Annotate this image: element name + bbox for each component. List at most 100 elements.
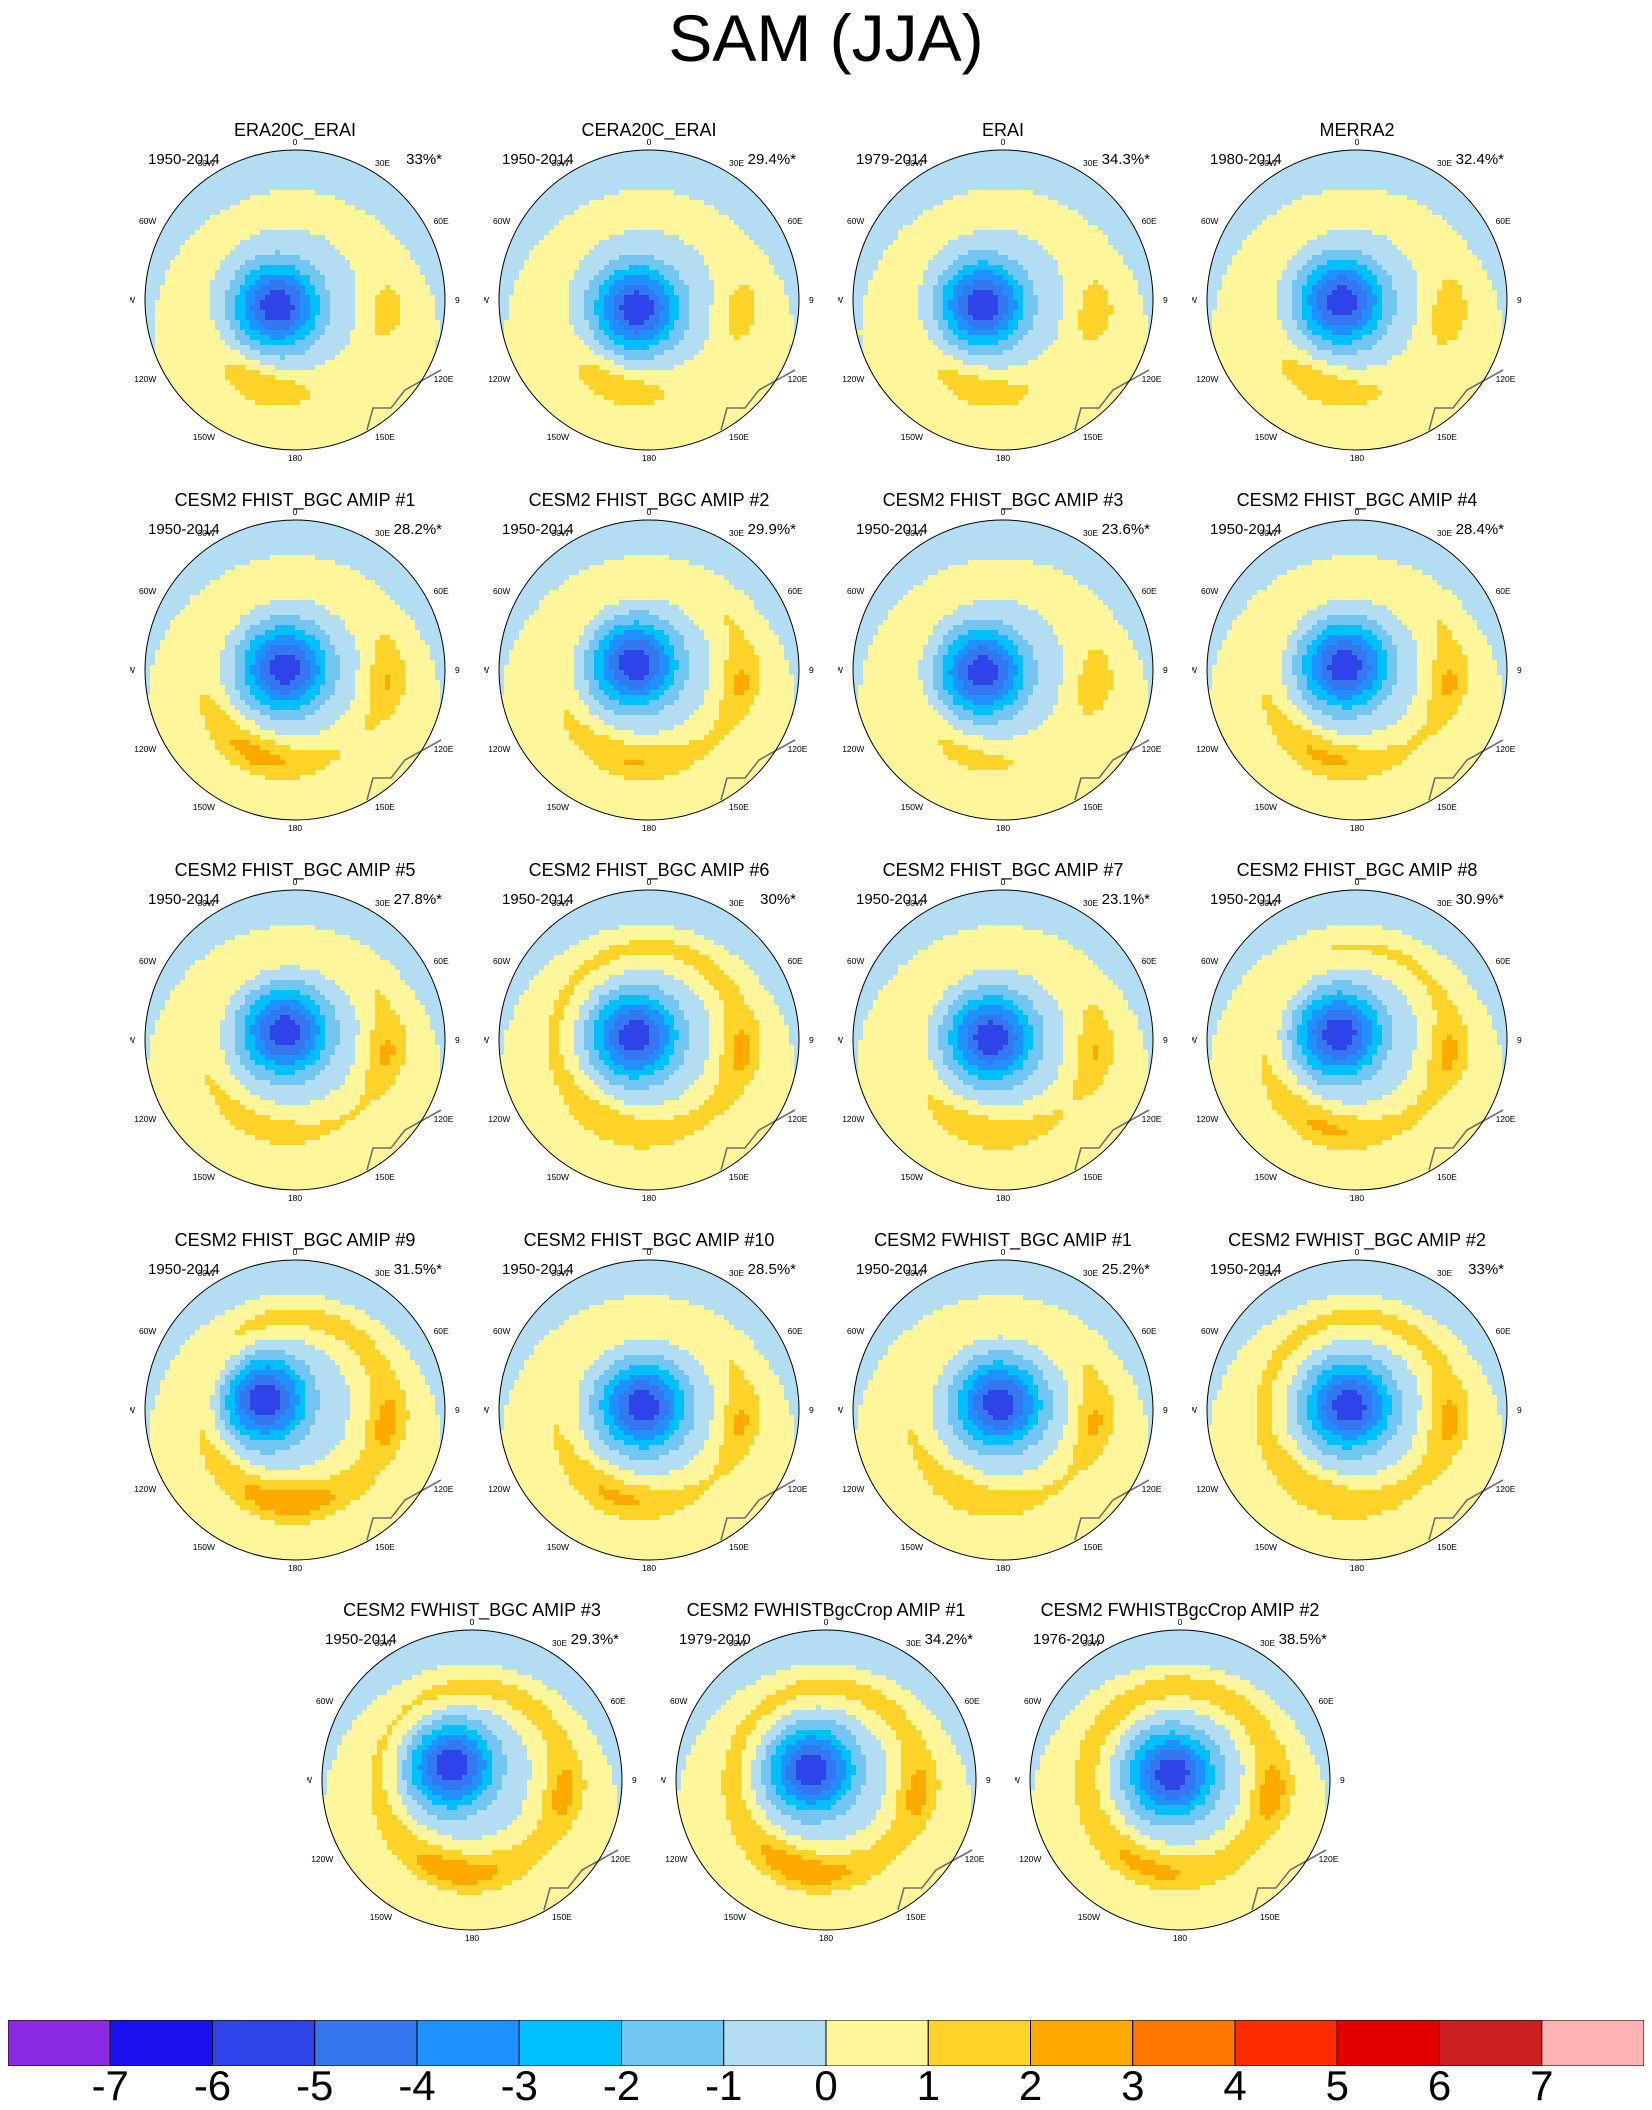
panel-title: CESM2 FHIST_BGC AMIP #8 [1192, 860, 1522, 880]
map-panel: 030E60E90E120E150E180150W120W90W60W30WCE… [484, 860, 814, 1210]
colorbar-tick-label: 3 [1093, 2070, 1173, 2102]
longitude-label: 180 [1350, 1193, 1364, 1203]
sam-pattern [1030, 1630, 1331, 1931]
longitude-label: 180 [288, 453, 302, 463]
polar-map: 030E60E90E120E150E180150W120W90W60W30W [838, 490, 1168, 840]
longitude-label: 150E [729, 1172, 749, 1182]
longitude-label: 120E [788, 744, 808, 754]
longitude-label: 120E [965, 1854, 985, 1864]
longitude-label: 60E [611, 1696, 626, 1706]
longitude-label: 150E [1083, 1172, 1103, 1182]
panel-years: 1950-2014 [502, 151, 574, 168]
longitude-label: 120W [1196, 744, 1218, 754]
longitude-label: 150E [552, 1912, 572, 1922]
longitude-label: 90E [1517, 1405, 1522, 1415]
longitude-label: 60W [1201, 956, 1218, 966]
longitude-label: 30E [729, 158, 744, 168]
longitude-label: 90E [809, 1405, 814, 1415]
longitude-label: 30E [906, 1638, 921, 1648]
longitude-label: 120W [842, 1114, 864, 1124]
panel-title: MERRA2 [1192, 120, 1522, 140]
longitude-label: 150W [547, 432, 569, 442]
longitude-label: 60W [847, 1326, 864, 1336]
longitude-label: 180 [1173, 1933, 1187, 1943]
longitude-label: 180 [288, 823, 302, 833]
polar-map: 030E60E90E120E150E180150W120W90W60W30W [130, 120, 460, 470]
longitude-label: 120E [1142, 1114, 1162, 1124]
panel-explained-variance: 29.3%* [571, 1631, 619, 1648]
sam-pattern [1207, 890, 1508, 1191]
longitude-label: 60E [1496, 586, 1511, 596]
panel-years: 1950-2014 [502, 521, 574, 538]
longitude-label: 90W [484, 1035, 489, 1045]
longitude-label: 90W [1015, 1775, 1020, 1785]
longitude-label: 150E [1083, 1542, 1103, 1552]
longitude-label: 60W [847, 586, 864, 596]
colorbar-tick-label: 5 [1297, 2070, 1377, 2102]
panel-years: 1950-2014 [856, 1261, 928, 1278]
panel-years: 1950-2014 [148, 521, 220, 538]
sam-pattern [145, 520, 446, 821]
longitude-label: 90W [130, 1405, 135, 1415]
longitude-label: 120E [1496, 1114, 1516, 1124]
longitude-label: 60W [139, 956, 156, 966]
panel-title: CESM2 FWHIST_BGC AMIP #1 [838, 1230, 1168, 1250]
longitude-label: 120W [134, 374, 156, 384]
longitude-label: 150W [193, 1542, 215, 1552]
longitude-label: 180 [642, 1563, 656, 1573]
longitude-label: 90E [455, 665, 460, 675]
longitude-label: 90E [1163, 665, 1168, 675]
longitude-label: 150E [729, 432, 749, 442]
longitude-label: 150W [901, 1542, 923, 1552]
longitude-label: 60W [493, 216, 510, 226]
longitude-label: 90E [455, 1405, 460, 1415]
longitude-label: 120W [488, 1484, 510, 1494]
longitude-label: 60E [434, 956, 449, 966]
longitude-label: 90W [130, 295, 135, 305]
colorbar-swatch [826, 2020, 928, 2066]
longitude-label: 60E [1142, 956, 1157, 966]
longitude-label: 150E [906, 1912, 926, 1922]
longitude-label: 120W [665, 1854, 687, 1864]
longitude-label: 120E [434, 374, 454, 384]
longitude-label: 150W [193, 802, 215, 812]
colorbar-swatch [1440, 2020, 1542, 2066]
longitude-label: 60E [1142, 216, 1157, 226]
longitude-label: 60E [965, 1696, 980, 1706]
longitude-label: 180 [642, 1193, 656, 1203]
longitude-label: 30E [1083, 158, 1098, 168]
longitude-label: 120E [788, 1114, 808, 1124]
longitude-label: 30E [1437, 898, 1452, 908]
longitude-label: 120E [788, 374, 808, 384]
sam-pattern [676, 1630, 977, 1931]
panel-explained-variance: 32.4%* [1456, 151, 1504, 168]
panel-years: 1980-2014 [1210, 151, 1282, 168]
longitude-label: 150W [1255, 1542, 1277, 1552]
longitude-label: 60E [1142, 1326, 1157, 1336]
map-panel: 030E60E90E120E150E180150W120W90W60W30WCE… [1192, 490, 1522, 840]
longitude-label: 120E [434, 1484, 454, 1494]
panel-title: CERA20C_ERAI [484, 120, 814, 140]
longitude-label: 150E [1083, 432, 1103, 442]
longitude-label: 60W [493, 956, 510, 966]
colorbar-swatch [1235, 2020, 1337, 2066]
panel-explained-variance: 28.4%* [1456, 521, 1504, 538]
longitude-label: 30E [375, 1268, 390, 1278]
longitude-label: 120W [1196, 374, 1218, 384]
longitude-label: 90W [838, 665, 843, 675]
longitude-label: 90E [455, 295, 460, 305]
longitude-label: 30E [729, 528, 744, 538]
panel-years: 1950-2014 [856, 891, 928, 908]
polar-map: 030E60E90E120E150E180150W120W90W60W30W [130, 1230, 460, 1580]
colorbar-tick-label: 2 [991, 2070, 1071, 2102]
longitude-label: 30E [729, 898, 744, 908]
longitude-label: 90E [809, 1035, 814, 1045]
longitude-label: 60W [493, 1326, 510, 1336]
map-panel: 030E60E90E120E150E180150W120W90W60W30WCE… [130, 860, 460, 1210]
map-panel: 030E60E90E120E150E180150W120W90W60W30WER… [838, 120, 1168, 470]
longitude-label: 60E [788, 216, 803, 226]
polar-map: 030E60E90E120E150E180150W120W90W60W30W [484, 120, 814, 470]
panel-explained-variance: 28.2%* [394, 521, 442, 538]
longitude-label: 150E [1437, 1172, 1457, 1182]
figure-title: SAM (JJA) [0, 0, 1652, 76]
